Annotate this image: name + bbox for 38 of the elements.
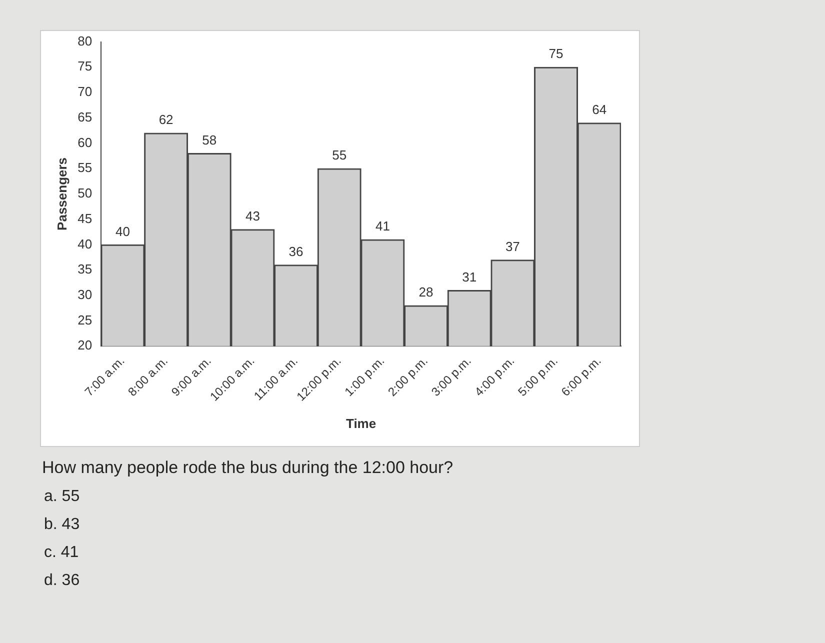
- x-tick-label: 5:00 p.m.: [515, 354, 560, 400]
- y-axis-title: Passengers: [54, 157, 70, 230]
- x-tick-label: 6:00 p.m.: [558, 354, 604, 400]
- x-tick-label: 7:00 a.m.: [82, 354, 128, 400]
- y-tick-label: 20: [78, 338, 92, 353]
- x-tick-label: 8:00 a.m.: [125, 354, 171, 400]
- data-label: 75: [548, 46, 564, 62]
- y-tick-label: 30: [78, 286, 92, 302]
- y-tick-label: 55: [78, 160, 92, 176]
- data-label: 37: [505, 238, 520, 254]
- data-label: 31: [462, 269, 477, 284]
- y-tick-label: 65: [78, 109, 92, 124]
- y-tick-label: 45: [78, 210, 92, 226]
- x-tick-label: 3:00 p.m.: [428, 354, 474, 400]
- data-label: 28: [418, 284, 434, 300]
- data-label: 64: [592, 102, 607, 118]
- y-tick-label: 75: [78, 58, 92, 74]
- y-tick-label: 40: [78, 236, 92, 252]
- data-label: 58: [202, 132, 217, 148]
- y-tick-label: 70: [78, 84, 92, 100]
- data-label: 43: [245, 208, 260, 224]
- y-tick-label: 35: [78, 262, 92, 277]
- text: How many people rode the bus during the 12:00 hour?: [42, 458, 454, 478]
- text: a. 55: [44, 488, 81, 506]
- y-tick-label: 50: [78, 186, 92, 201]
- y-tick-label: 25: [78, 312, 92, 328]
- data-label: 62: [158, 112, 174, 128]
- data-label: 41: [375, 218, 390, 234]
- text: d. 36: [44, 572, 81, 590]
- text: c. 41: [44, 544, 80, 562]
- data-label: 40: [115, 224, 130, 239]
- data-label: 36: [288, 244, 304, 260]
- x-tick-label: 4:00 p.m.: [472, 354, 518, 400]
- text: b. 43: [44, 516, 81, 534]
- y-tick-label: 60: [78, 134, 92, 150]
- x-axis-title: Time: [346, 416, 376, 431]
- y-tick-label: 80: [78, 33, 92, 48]
- data-label: 55: [332, 148, 347, 163]
